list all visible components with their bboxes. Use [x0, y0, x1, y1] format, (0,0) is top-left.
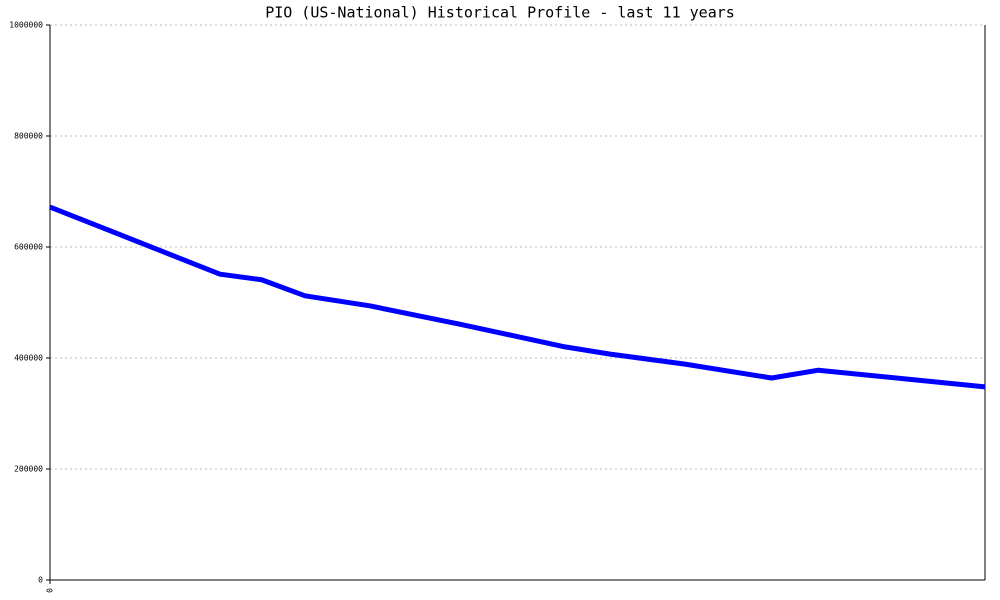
chart-title: PIO (US-National) Historical Profile - l… — [265, 4, 735, 22]
data-line — [49, 204, 986, 390]
y-tick-label: 0 — [38, 576, 43, 585]
x-tick-label: 0 — [46, 588, 55, 593]
y-tick-label: 600000 — [14, 243, 43, 252]
y-tick-label: 1000000 — [9, 21, 43, 30]
y-tick-label: 800000 — [14, 132, 43, 141]
y-tick-label: 200000 — [14, 465, 43, 474]
y-tick-label: 400000 — [14, 354, 43, 363]
